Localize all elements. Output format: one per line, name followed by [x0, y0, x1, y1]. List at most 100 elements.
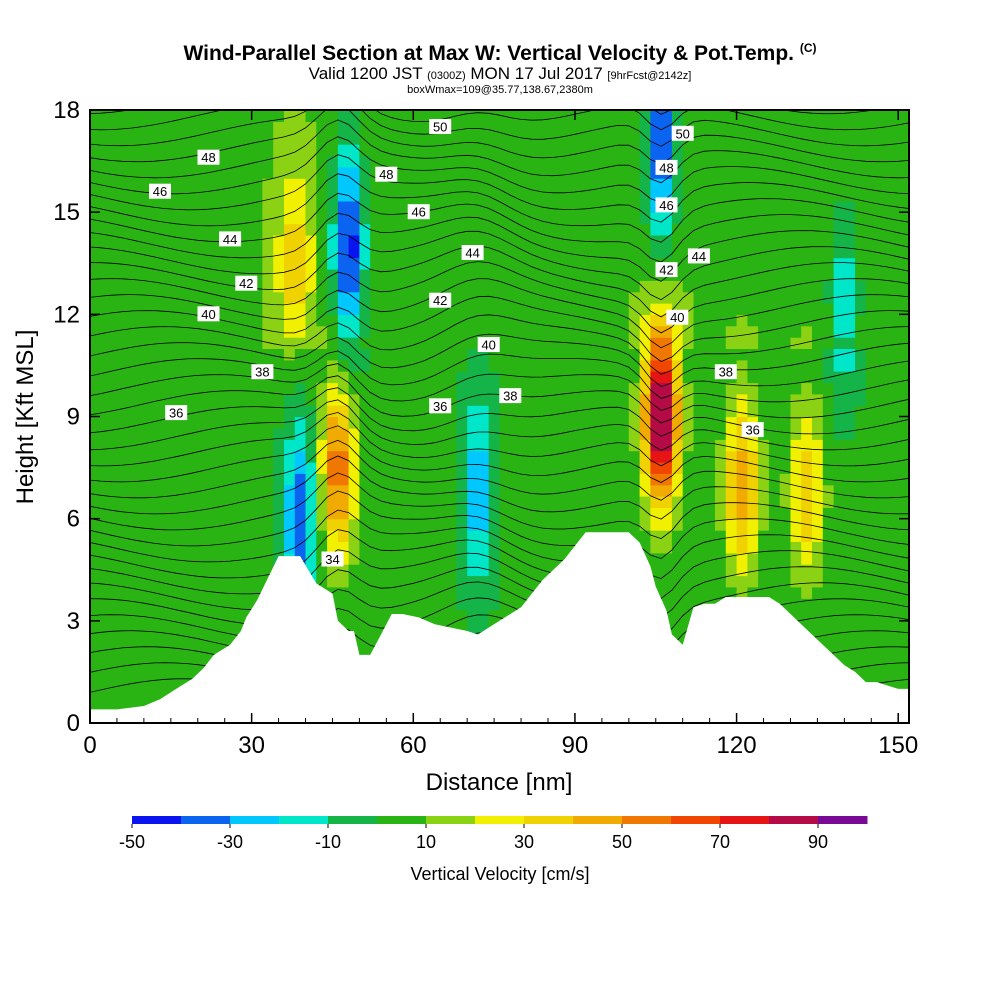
velocity-cell	[391, 268, 404, 281]
velocity-cell	[413, 166, 425, 179]
velocity-cell	[704, 223, 716, 236]
velocity-cell	[413, 564, 425, 577]
velocity-cell	[219, 257, 231, 270]
velocity-cell	[176, 427, 188, 440]
velocity-cell	[165, 552, 177, 565]
velocity-cell	[187, 178, 199, 191]
velocity-cell	[294, 416, 307, 429]
velocity-cell	[305, 337, 317, 349]
velocity-cell	[553, 303, 565, 315]
velocity-cell	[467, 541, 479, 554]
velocity-cell	[736, 325, 748, 338]
velocity-cell	[768, 530, 781, 542]
velocity-cell	[833, 450, 845, 463]
velocity-cell	[165, 314, 177, 327]
velocity-cell	[650, 439, 662, 452]
velocity-cell	[650, 564, 662, 577]
velocity-cell	[273, 496, 285, 508]
velocity-cell	[682, 144, 695, 157]
velocity-cell	[284, 507, 296, 520]
velocity-cell	[456, 200, 468, 213]
velocity-cell	[812, 348, 824, 361]
velocity-cell	[618, 155, 630, 168]
velocity-cell	[327, 246, 339, 259]
velocity-cell	[294, 178, 307, 191]
velocity-cell	[90, 268, 102, 281]
velocity-cell	[887, 303, 899, 315]
velocity-cell	[413, 405, 425, 418]
velocity-cell	[628, 337, 641, 349]
velocity-cell	[219, 416, 231, 429]
velocity-cell	[348, 257, 360, 270]
velocity-cell	[618, 223, 630, 236]
theta-label-text: 40	[481, 338, 495, 353]
velocity-cell	[790, 348, 802, 361]
velocity-cell	[822, 337, 835, 349]
velocity-cell	[456, 405, 468, 418]
velocity-cell	[240, 223, 253, 236]
velocity-cell	[100, 234, 113, 247]
velocity-cell	[704, 484, 716, 497]
velocity-cell	[359, 212, 371, 225]
velocity-cell	[521, 552, 533, 565]
velocity-cell	[165, 200, 177, 213]
velocity-cell	[736, 234, 748, 247]
chart-title-block: Wind-Parallel Section at Max W: Vertical…	[0, 36, 1000, 96]
velocity-cell	[424, 586, 436, 599]
velocity-cell	[779, 507, 792, 520]
velocity-cell	[165, 666, 177, 679]
velocity-cell	[359, 189, 371, 202]
velocity-cell	[876, 200, 889, 213]
velocity-cell	[488, 359, 501, 372]
velocity-cell	[348, 393, 360, 406]
velocity-cell	[682, 155, 695, 168]
velocity-cell	[230, 348, 242, 361]
velocity-cell	[381, 280, 393, 293]
velocity-cell	[779, 155, 792, 168]
velocity-cell	[876, 484, 889, 497]
velocity-cell	[273, 530, 285, 542]
velocity-cell	[305, 427, 317, 440]
velocity-cell	[230, 564, 242, 577]
velocity-cell	[90, 632, 102, 645]
velocity-cell	[768, 541, 781, 554]
velocity-cell	[402, 427, 414, 440]
velocity-cell	[865, 268, 878, 281]
velocity-cell	[833, 223, 845, 236]
theta-contour-line	[90, 314, 909, 375]
velocity-cell	[758, 234, 770, 247]
velocity-cell	[434, 132, 447, 145]
velocity-cell	[294, 473, 307, 486]
velocity-cell	[855, 620, 867, 633]
velocity-cell	[122, 212, 134, 225]
velocity-cell	[564, 223, 576, 236]
theta-label-text: 42	[659, 263, 673, 278]
velocity-cell	[607, 200, 619, 213]
velocity-cell	[251, 303, 263, 315]
velocity-cell	[704, 530, 716, 542]
velocity-cell	[618, 280, 630, 293]
velocity-cell	[434, 598, 447, 611]
velocity-cell	[865, 371, 878, 384]
velocity-cell	[197, 121, 210, 134]
velocity-cell	[574, 348, 587, 361]
velocity-cell	[736, 246, 748, 259]
velocity-cell	[402, 416, 414, 429]
velocity-cell	[876, 303, 889, 315]
velocity-cell	[768, 575, 781, 588]
velocity-cell	[844, 291, 856, 304]
velocity-cell	[628, 314, 641, 327]
velocity-cell	[133, 314, 145, 327]
chart-title: Wind-Parallel Section at Max W: Vertical…	[183, 41, 817, 65]
velocity-cell	[197, 530, 210, 542]
velocity-cell	[133, 268, 145, 281]
velocity-cell	[790, 382, 802, 395]
velocity-cell	[521, 427, 533, 440]
velocity-cell	[661, 178, 673, 191]
velocity-cell	[585, 200, 598, 213]
velocity-cell	[542, 530, 554, 542]
velocity-cell	[887, 484, 899, 497]
velocity-cell	[736, 518, 748, 531]
theta-label-text: 46	[411, 205, 425, 220]
velocity-cell	[865, 382, 878, 395]
